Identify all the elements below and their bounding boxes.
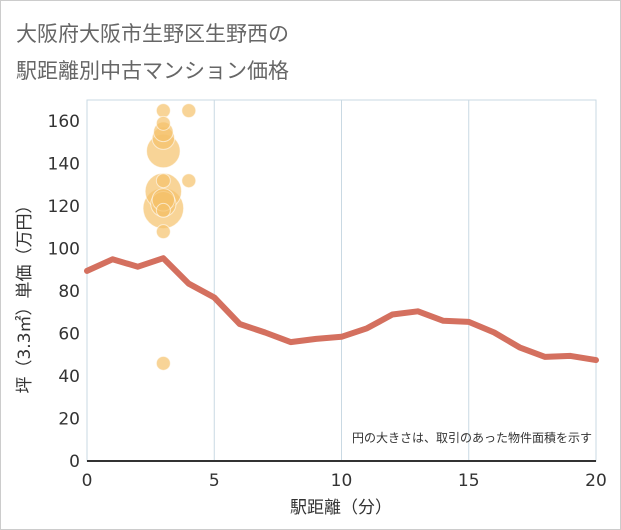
bubble-point bbox=[181, 103, 197, 119]
x-axis-title: 駅距離（分） bbox=[290, 498, 392, 518]
y-tick-label: 40 bbox=[58, 367, 80, 387]
x-tick-label: 15 bbox=[458, 471, 480, 491]
bubble-point bbox=[181, 173, 197, 189]
bubble-point bbox=[155, 224, 171, 240]
y-axis-title: 坪（3.3㎡）単価（万円） bbox=[15, 196, 35, 393]
grid-layer bbox=[213, 100, 470, 461]
bubble-layer bbox=[142, 103, 197, 371]
bubble-point bbox=[155, 103, 171, 119]
chart-title-line1: 大阪府大阪市生野区生野西の bbox=[16, 22, 289, 46]
y-tick-label: 160 bbox=[48, 112, 80, 132]
y-tick-label: 20 bbox=[58, 410, 80, 430]
average-price-line bbox=[84, 255, 599, 364]
x-tick-label: 10 bbox=[331, 471, 353, 491]
bubble-point bbox=[155, 173, 171, 189]
bubble-point bbox=[155, 355, 171, 371]
x-tick-label: 20 bbox=[585, 471, 607, 491]
bubble-size-note: 円の大きさは、取引のあった物件面積を示す bbox=[352, 430, 592, 445]
tick-layer: 0 5 10 15 20 0 20 40 60 80 100 120 140 160 bbox=[48, 112, 607, 491]
y-tick-label: 140 bbox=[48, 155, 80, 175]
y-tick-label: 0 bbox=[69, 452, 80, 472]
y-tick-label: 100 bbox=[48, 240, 80, 260]
y-tick-label: 80 bbox=[58, 282, 80, 302]
y-tick-label: 120 bbox=[48, 197, 80, 217]
chart-title-line2: 駅距離別中古マンション価格 bbox=[16, 59, 289, 83]
bubble-point bbox=[155, 202, 171, 218]
y-tick-label: 60 bbox=[58, 325, 80, 345]
x-tick-label: 5 bbox=[209, 471, 220, 491]
bubble-point bbox=[155, 115, 171, 131]
x-tick-label: 0 bbox=[82, 471, 93, 491]
